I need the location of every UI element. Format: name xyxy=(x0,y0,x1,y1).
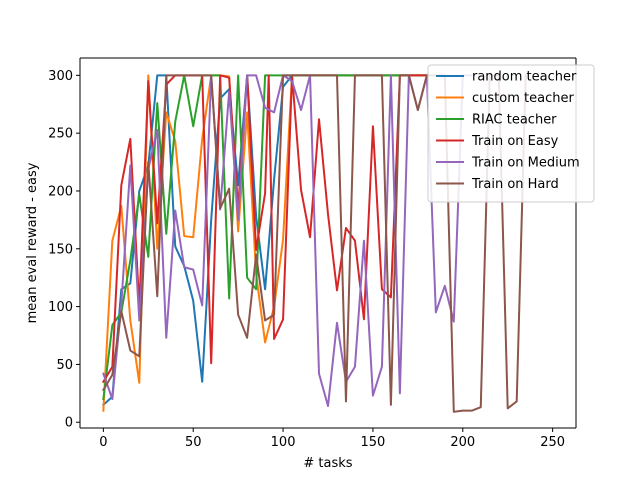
legend-label: custom teacher xyxy=(472,91,574,106)
legend-label: Train on Hard xyxy=(471,177,559,192)
x-tick-label: 100 xyxy=(271,435,296,450)
y-tick-label: 0 xyxy=(65,416,73,431)
x-tick-label: 0 xyxy=(99,435,107,450)
y-tick-label: 50 xyxy=(56,358,73,373)
y-tick-label: 300 xyxy=(48,69,73,84)
x-tick-label: 50 xyxy=(185,435,202,450)
y-tick-label: 150 xyxy=(48,242,73,257)
x-tick-label: 250 xyxy=(540,435,565,450)
legend-label: random teacher xyxy=(472,70,577,85)
x-tick-label: 150 xyxy=(361,435,386,450)
y-tick-label: 100 xyxy=(48,300,73,315)
y-tick-label: 250 xyxy=(48,127,73,142)
series-layer xyxy=(101,74,527,413)
series-line-4 xyxy=(101,74,428,384)
x-axis-label: # tasks xyxy=(303,456,352,471)
x-tick-label: 200 xyxy=(450,435,475,450)
x-ticks: 0 50 100 150 200 250 xyxy=(99,428,565,450)
legend-label: Train on Easy xyxy=(471,134,559,149)
y-ticks: 0 50 100 150 200 250 300 xyxy=(48,69,80,431)
legend-label: RIAC teacher xyxy=(472,113,557,128)
legend-box xyxy=(427,64,595,203)
y-tick-label: 200 xyxy=(48,184,73,199)
legend: random teacher custom teacher RIAC teacher… xyxy=(427,64,595,203)
series-line-6 xyxy=(101,74,527,413)
y-axis-label: mean eval reward - easy xyxy=(25,162,40,323)
legend-label: Train on Medium xyxy=(471,156,580,171)
